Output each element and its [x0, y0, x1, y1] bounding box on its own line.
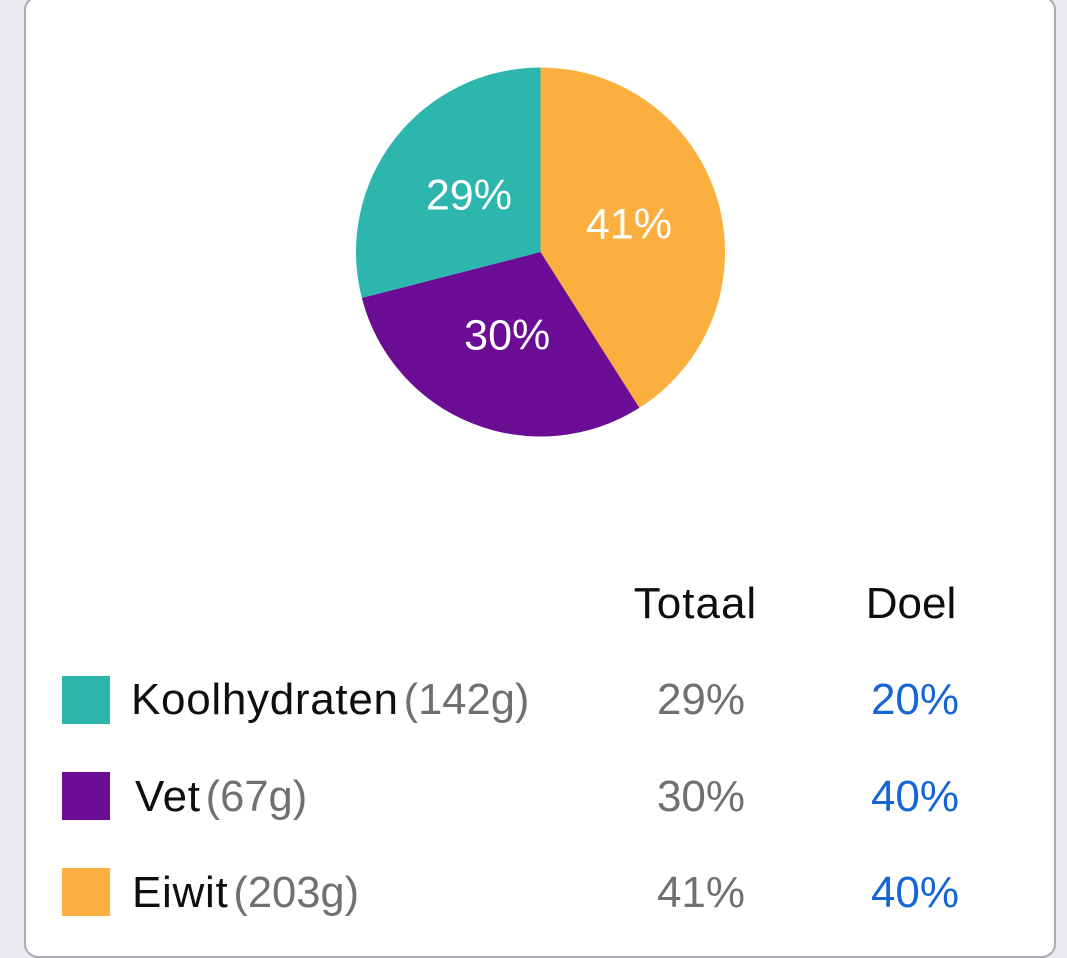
svg-text:30%: 30% [464, 312, 550, 360]
svg-text:41%: 41% [586, 201, 672, 249]
svg-text:29%: 29% [426, 172, 512, 220]
